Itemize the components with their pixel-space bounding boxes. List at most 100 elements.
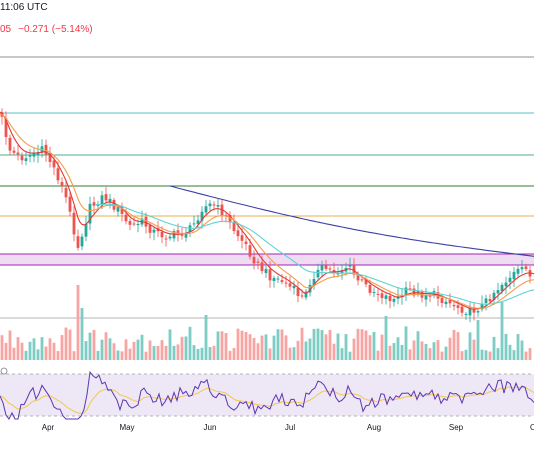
header-price-change: 05 −0.271 (−5.14%) — [0, 24, 100, 36]
ema-orange-line — [0, 113, 534, 309]
candle-body — [68, 196, 72, 212]
candle-body — [164, 238, 168, 240]
volume-bar — [364, 330, 368, 360]
volume-bar — [292, 347, 296, 360]
volume-bar — [404, 326, 408, 360]
volume-bar — [496, 348, 500, 360]
volume-bar — [116, 350, 120, 360]
candle-body — [308, 284, 312, 293]
volume-bar — [80, 308, 84, 360]
candle-body — [72, 212, 76, 235]
candle-body — [176, 230, 180, 235]
candle-body — [336, 273, 340, 275]
volume-bar — [264, 334, 268, 360]
candle-body — [32, 153, 36, 157]
candle-body — [36, 152, 40, 156]
volume-bar — [188, 326, 192, 360]
candle-body — [8, 137, 12, 151]
volume-bar — [256, 343, 260, 360]
candle-body — [108, 198, 112, 203]
volume-bar — [328, 330, 332, 360]
volume-bar — [340, 348, 344, 360]
candle-body — [312, 278, 316, 286]
volume-bar — [176, 344, 180, 360]
candle-body — [104, 194, 108, 201]
volume-bar — [132, 341, 136, 360]
volume-bar — [208, 347, 212, 360]
candle-body — [4, 118, 8, 137]
candle-body — [132, 223, 136, 225]
volume-bar — [92, 329, 96, 360]
rsi-ma-line — [0, 386, 534, 415]
volume-bar — [40, 337, 44, 360]
volume-bar — [72, 351, 76, 360]
candle-body — [468, 307, 472, 316]
volume-bar — [164, 345, 168, 360]
candle-body — [44, 144, 48, 155]
candle-body — [248, 245, 252, 257]
volume-bar — [352, 338, 356, 360]
volume-bar — [20, 342, 24, 360]
x-axis-label-jun: Jun — [204, 423, 217, 432]
volume-bar — [396, 337, 400, 360]
candle-body — [500, 284, 504, 292]
candle-body — [348, 265, 352, 267]
candle-body — [292, 285, 296, 289]
candle-body — [412, 288, 416, 296]
x-axis-label-may: May — [119, 423, 134, 432]
volume-bar — [356, 328, 360, 360]
candle-body — [424, 295, 428, 300]
volume-bar — [412, 340, 416, 360]
volume-bar — [520, 340, 524, 360]
candle-body — [328, 268, 332, 270]
volume-bar — [452, 329, 456, 360]
candle-body — [260, 262, 264, 272]
volume-bar — [148, 340, 152, 360]
volume-bar — [136, 339, 140, 360]
candle-body — [56, 168, 60, 181]
ema-navy-line — [169, 185, 534, 257]
volume-bar — [0, 335, 4, 360]
volume-bar — [432, 342, 436, 360]
volume-bar — [56, 351, 60, 360]
candle-body — [280, 280, 284, 283]
candle-body — [84, 223, 88, 237]
candle-body — [364, 278, 368, 285]
candle-body — [484, 298, 488, 303]
volume-bar — [504, 333, 508, 360]
volume-bar — [224, 333, 228, 360]
volume-bar — [484, 350, 488, 360]
candle-body — [16, 152, 20, 155]
candle-body — [512, 271, 516, 280]
volume-bar — [444, 346, 448, 360]
candle-body — [300, 295, 304, 297]
candle-body — [232, 222, 236, 232]
candle-body — [28, 154, 32, 157]
volume-bar — [212, 345, 216, 360]
candle-body — [368, 284, 372, 293]
candle-body — [372, 292, 376, 294]
volume-bar — [460, 351, 464, 360]
volume-bar — [260, 335, 264, 360]
volume-bar — [400, 344, 404, 360]
volume-bar — [140, 334, 144, 360]
volume-bar — [68, 329, 72, 360]
candle-body — [88, 203, 92, 224]
candle-body — [444, 301, 448, 305]
candle-body — [144, 216, 148, 227]
candle-body — [448, 300, 452, 304]
volume-bar — [200, 347, 204, 360]
volume-bar — [420, 341, 424, 360]
candle-body — [100, 195, 104, 205]
candle-body — [480, 303, 484, 310]
candle-body — [352, 264, 356, 275]
volume-bar — [268, 348, 272, 360]
volume-bar — [316, 328, 320, 360]
volume-bar — [440, 351, 444, 360]
candle-body — [124, 214, 128, 222]
volume-bar — [184, 336, 188, 360]
candle-body — [380, 293, 384, 299]
candle-body — [496, 290, 500, 294]
